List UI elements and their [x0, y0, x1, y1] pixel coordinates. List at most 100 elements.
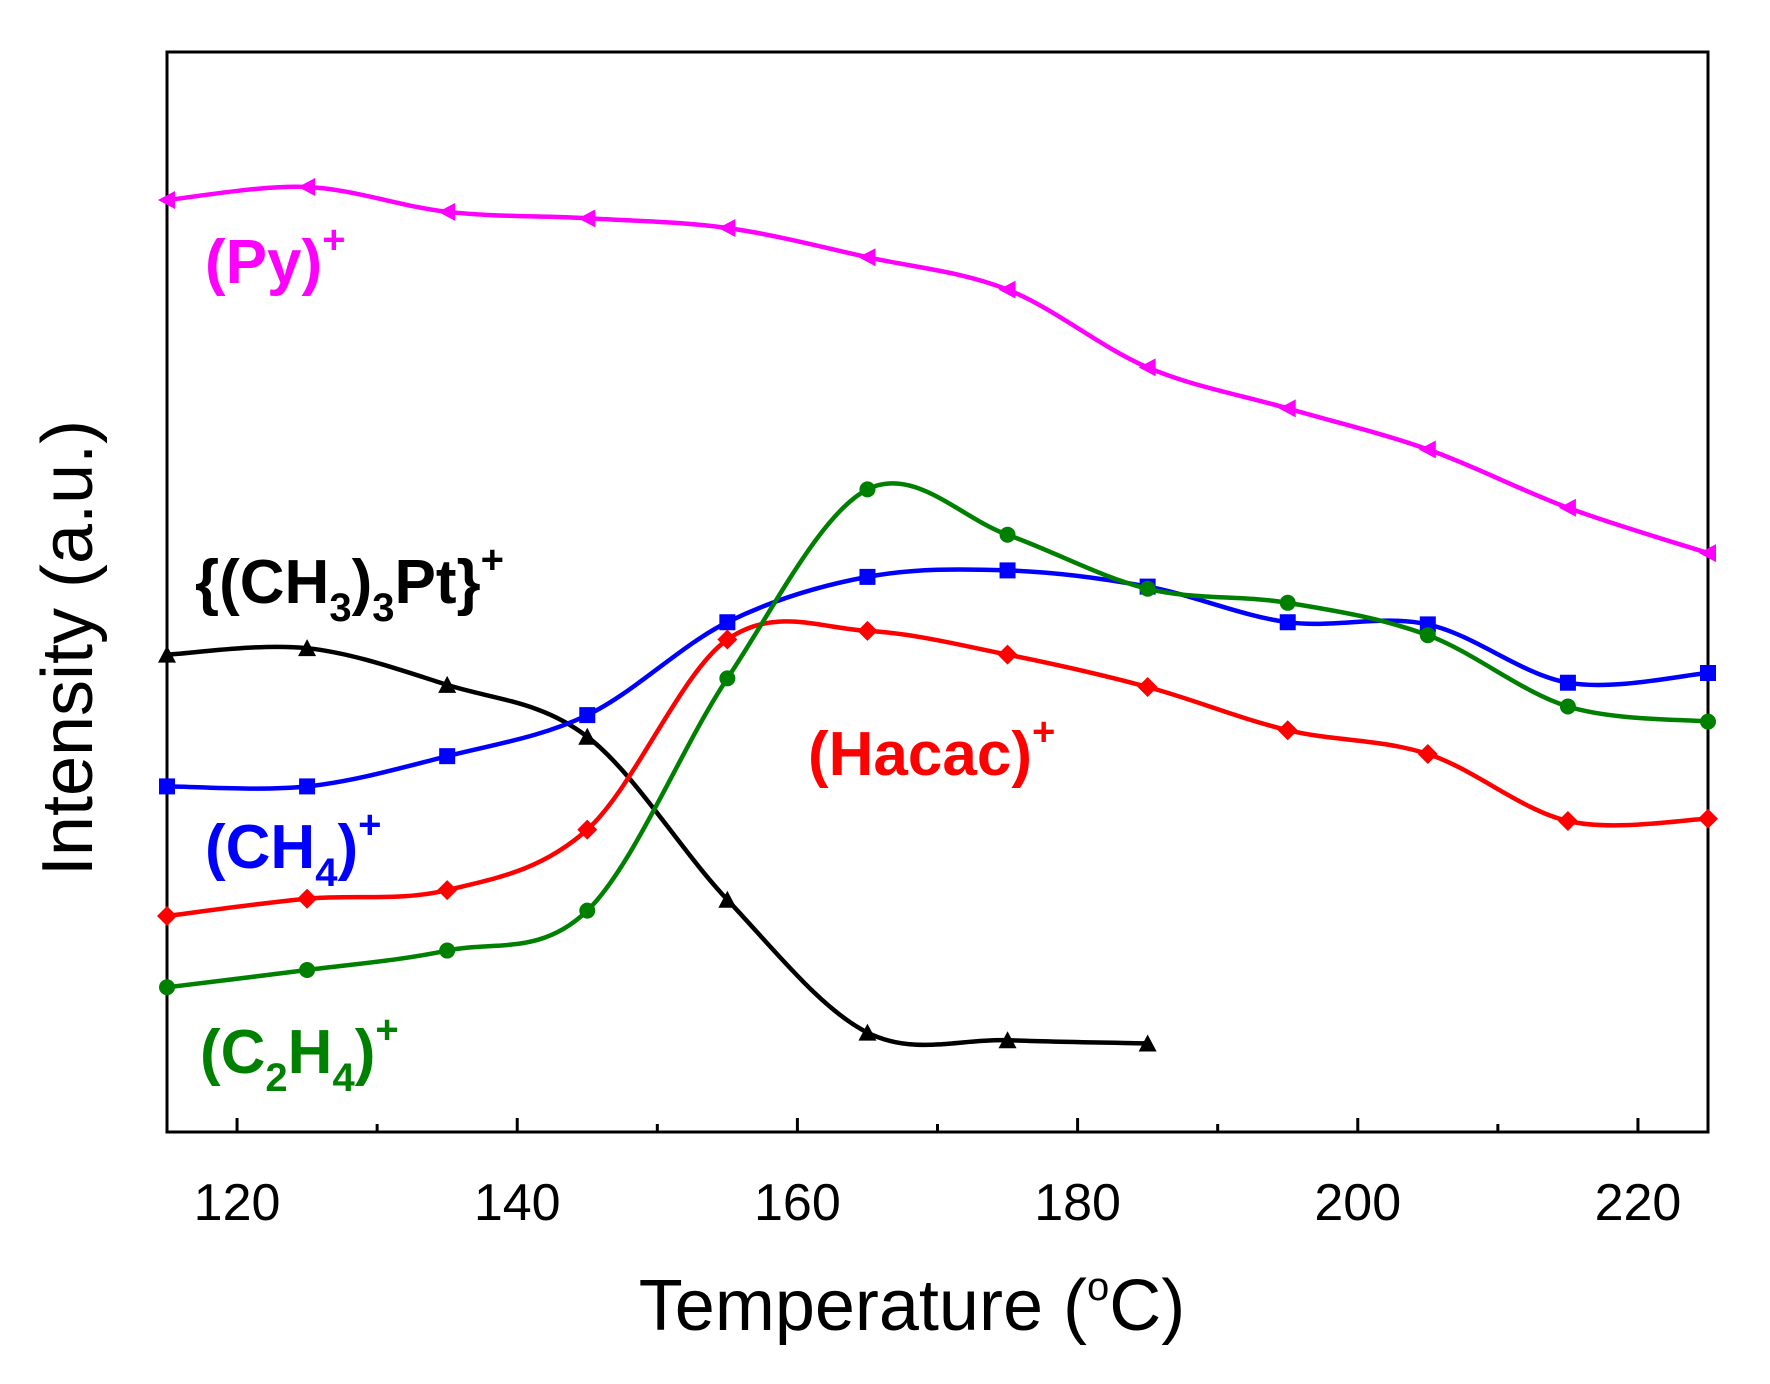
series-label: (CH4)+ [205, 803, 381, 895]
series-label-part: (Py) [205, 228, 322, 297]
series-label-part: (CH [205, 813, 315, 882]
series-0 [158, 178, 1716, 563]
series-label: (Py)+ [205, 218, 346, 297]
x-tick-label: 140 [474, 1174, 561, 1232]
data-point [1417, 744, 1438, 764]
data-point [159, 979, 175, 996]
data-point [999, 562, 1016, 579]
x-tick-label: 220 [1595, 1174, 1682, 1232]
data-point [578, 727, 597, 745]
series-4 [159, 481, 1716, 996]
data-point [158, 645, 176, 663]
data-point [1279, 614, 1296, 631]
series-label-part: 4 [315, 851, 338, 895]
data-point [437, 880, 458, 901]
series-label-part: (Hacac) [808, 720, 1032, 789]
data-point [1138, 1034, 1157, 1052]
data-point [1138, 358, 1156, 377]
series-label-part: 4 [332, 1056, 355, 1100]
x-axis-title: Temperature (oC) [639, 1265, 1185, 1346]
series-layer [157, 178, 1718, 1052]
series-label-part: + [358, 803, 381, 847]
series-label-part: 2 [265, 1056, 287, 1100]
series-label-part: + [1032, 710, 1055, 754]
series-label-part: + [375, 1008, 398, 1052]
series-label-part: ) [355, 1018, 376, 1087]
series-label-part: (C [200, 1018, 265, 1087]
data-point [1558, 498, 1576, 517]
data-point [298, 639, 317, 657]
data-point [1559, 674, 1576, 691]
data-point [1700, 665, 1716, 681]
data-point [1699, 544, 1716, 563]
data-point [579, 707, 596, 724]
data-point [1700, 713, 1716, 730]
x-tick-label: 120 [194, 1174, 281, 1232]
data-point [998, 280, 1016, 299]
data-point [998, 1031, 1017, 1049]
data-point [717, 629, 738, 650]
data-point [1419, 627, 1436, 644]
data-point [718, 219, 736, 238]
data-point [999, 526, 1016, 543]
series-labels: (Py)+{(CH3)3Pt}+(Hacac)+(CH4)+(C2H4)+ [195, 218, 1055, 1100]
series-label-part: + [322, 218, 345, 262]
x-axis: 120 140 160 180 200 220 [194, 1118, 1682, 1232]
series-label-part: 3 [372, 586, 394, 630]
data-point [1698, 808, 1718, 829]
series-label: (C2H4)+ [200, 1008, 399, 1100]
data-point [858, 248, 876, 267]
series-label-part: + [481, 538, 504, 582]
series-2 [159, 562, 1716, 795]
data-point [719, 614, 736, 631]
data-point [858, 1023, 877, 1041]
data-point [1418, 440, 1436, 459]
data-point [438, 675, 457, 693]
series-label-part: {(CH [195, 548, 329, 617]
x-axis-title-main: Temperature ( [639, 1266, 1087, 1346]
series-label-part: ) [337, 813, 358, 882]
data-point [159, 778, 175, 795]
data-point [298, 178, 316, 196]
data-point [577, 819, 598, 840]
data-point [157, 906, 177, 926]
series-label: (Hacac)+ [808, 710, 1055, 789]
data-point [859, 568, 876, 585]
data-point [1277, 720, 1298, 741]
series-label-part: H [288, 1018, 333, 1087]
series-line [164, 644, 1150, 1048]
x-tick-label: 160 [754, 1174, 841, 1232]
series-3 [157, 619, 1718, 926]
data-point [579, 902, 596, 919]
x-axis-title-degree: o [1087, 1265, 1109, 1309]
x-tick-label: 180 [1034, 1174, 1121, 1232]
data-point [1279, 594, 1296, 611]
series-1 [158, 639, 1157, 1052]
series-label-part: ) [352, 548, 373, 617]
data-point [997, 644, 1018, 665]
series-label-part: 3 [329, 586, 351, 630]
data-point [1137, 677, 1158, 698]
data-point [718, 890, 737, 908]
data-point [1557, 810, 1578, 831]
data-point [719, 670, 736, 687]
data-point [299, 962, 316, 978]
data-point [578, 209, 596, 228]
data-point [1559, 698, 1576, 715]
data-point [297, 888, 318, 909]
x-tick-label: 200 [1314, 1174, 1401, 1232]
x-axis-title-unit: C) [1109, 1266, 1185, 1346]
series-label: {(CH3)3Pt}+ [195, 538, 504, 630]
data-point [1139, 580, 1156, 597]
y-axis-title: Intensity (a.u.) [28, 420, 108, 876]
data-point [857, 620, 878, 641]
data-point [439, 942, 456, 959]
data-point [1278, 399, 1296, 418]
data-point [299, 778, 316, 795]
data-point [438, 202, 456, 221]
data-point [158, 190, 175, 209]
data-point [859, 481, 876, 498]
data-point [439, 748, 456, 765]
series-label-part: Pt} [394, 548, 480, 617]
